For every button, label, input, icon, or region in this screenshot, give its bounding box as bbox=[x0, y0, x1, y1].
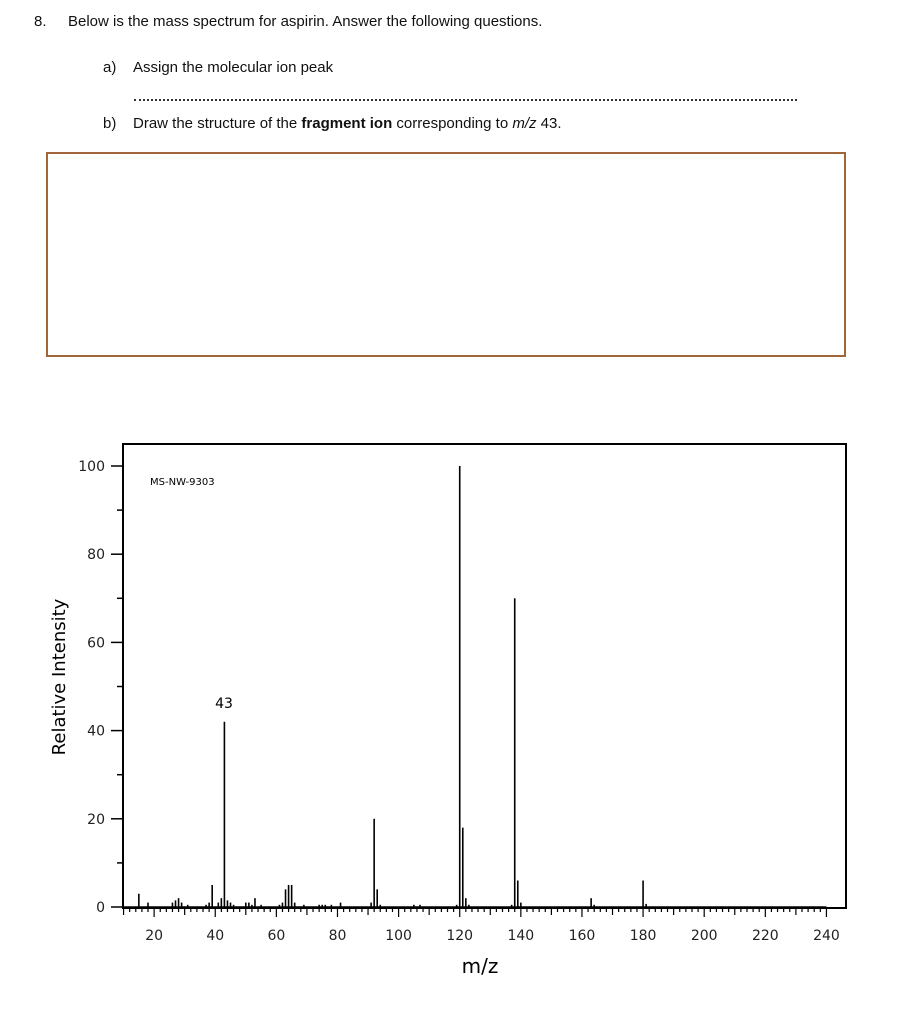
svg-text:60: 60 bbox=[267, 928, 285, 944]
svg-text:220: 220 bbox=[752, 928, 779, 944]
y-axis-label: Relative Intensity bbox=[49, 598, 70, 755]
part-b-label: b) bbox=[103, 115, 117, 132]
svg-text:20: 20 bbox=[87, 812, 105, 828]
svg-text:120: 120 bbox=[446, 928, 473, 944]
part-b-bold: fragment ion bbox=[301, 115, 393, 132]
plot-frame bbox=[122, 443, 847, 909]
svg-text:160: 160 bbox=[569, 928, 596, 944]
svg-text:80: 80 bbox=[329, 928, 347, 944]
x-axis-label: m/z bbox=[462, 954, 499, 978]
svg-text:20: 20 bbox=[145, 928, 163, 944]
svg-text:240: 240 bbox=[813, 928, 840, 944]
part-b-text-3: 43. bbox=[536, 115, 562, 132]
part-b-text-1: Draw the structure of the bbox=[133, 115, 302, 132]
part-a-label: a) bbox=[103, 59, 117, 76]
svg-text:180: 180 bbox=[630, 928, 657, 944]
part-b-italic: m/z bbox=[512, 115, 537, 132]
svg-text:80: 80 bbox=[87, 547, 105, 563]
spectrum-id-label: MS-NW-9303 bbox=[150, 477, 215, 488]
part-b-text: Draw the structure of the fragment ion c… bbox=[133, 115, 562, 132]
svg-text:40: 40 bbox=[87, 724, 105, 740]
part-b-text-2: corresponding to bbox=[392, 115, 513, 132]
question-prompt: Below is the mass spectrum for aspirin. … bbox=[68, 13, 543, 30]
svg-text:100: 100 bbox=[385, 928, 412, 944]
peak-43-label: 43 bbox=[215, 696, 233, 712]
x-axis: 20 40 60 80 100 120 140 160 180 200 220 240 bbox=[122, 906, 840, 944]
part-a-text: Assign the molecular ion peak bbox=[133, 59, 334, 76]
svg-text:100: 100 bbox=[78, 459, 105, 475]
peaks bbox=[138, 466, 647, 907]
question-number: 8. bbox=[34, 13, 47, 30]
answer-drawing-box[interactable] bbox=[46, 152, 846, 357]
svg-text:60: 60 bbox=[87, 635, 105, 651]
svg-text:200: 200 bbox=[691, 928, 718, 944]
svg-text:40: 40 bbox=[206, 928, 224, 944]
y-axis: 0 20 40 60 80 100 bbox=[78, 459, 123, 916]
svg-text:0: 0 bbox=[96, 900, 105, 916]
answer-dotted-line[interactable] bbox=[134, 99, 797, 101]
svg-text:140: 140 bbox=[507, 928, 534, 944]
